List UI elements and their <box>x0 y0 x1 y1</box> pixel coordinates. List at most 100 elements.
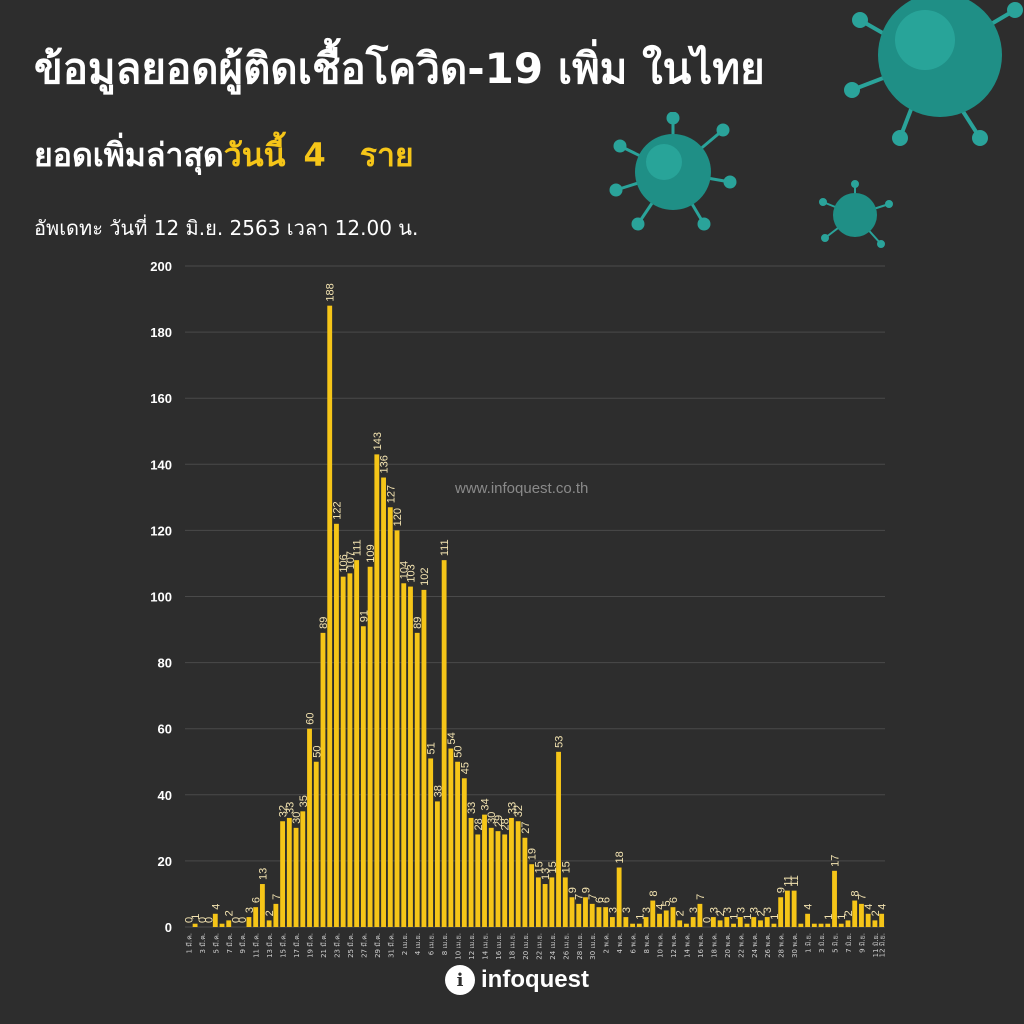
data-label: 32 <box>278 805 290 817</box>
bar <box>529 864 535 927</box>
bar <box>764 917 770 927</box>
data-label: 11 <box>789 875 801 886</box>
data-label: 28 <box>500 818 512 830</box>
data-label: 0 <box>204 917 216 923</box>
bar <box>401 583 407 927</box>
data-label: 9 <box>776 887 788 893</box>
bar <box>596 907 602 927</box>
bar <box>515 821 521 927</box>
data-label: 3 <box>244 907 256 913</box>
x-tick-label: 13 มี.ค. <box>266 933 274 958</box>
data-label: 3 <box>735 907 747 913</box>
data-label: 0 <box>197 917 209 923</box>
x-tick-label: 15 มี.ค. <box>280 933 288 958</box>
data-label: 0 <box>183 917 195 923</box>
x-tick-label: 14 เม.ย. <box>482 933 490 960</box>
x-tick-label: 5 มี.ค. <box>212 933 220 953</box>
bar <box>266 920 272 927</box>
bar <box>367 566 373 927</box>
data-label: 4 <box>210 904 222 910</box>
bar <box>636 923 642 927</box>
update-timestamp: อัพเดทะ วันที่ 12 มิ.ย. 2563 เวลา 12.00 … <box>34 216 419 240</box>
bar <box>737 917 743 927</box>
infoquest-logo: i infoquest <box>445 962 589 998</box>
x-tick-label: 22 พ.ค. <box>737 933 745 958</box>
data-label: 1 <box>729 914 741 920</box>
y-tick-label: 40 <box>158 788 172 803</box>
y-tick-label: 140 <box>150 457 172 472</box>
bar <box>428 758 434 927</box>
bar <box>697 903 703 927</box>
bar <box>556 751 561 927</box>
x-tick-label: 30 พ.ค. <box>791 933 799 958</box>
bar <box>307 728 312 927</box>
data-label: 6 <box>601 897 613 903</box>
bar <box>549 877 555 927</box>
x-tick-label: 4 พ.ค. <box>616 933 624 953</box>
data-label: 15 <box>547 861 559 873</box>
data-label: 6 <box>668 897 680 903</box>
bar <box>502 834 508 927</box>
data-label: 3 <box>621 907 633 913</box>
bar <box>744 923 750 927</box>
data-label: 3 <box>749 907 761 913</box>
bar <box>811 923 817 927</box>
bar <box>293 827 299 927</box>
x-tick-label: 8 เม.ย. <box>441 933 449 955</box>
bar <box>320 632 326 927</box>
data-label: 3 <box>708 907 720 913</box>
data-label: 8 <box>850 890 862 896</box>
data-label: 107 <box>345 551 357 569</box>
bar <box>354 560 360 927</box>
bar <box>421 589 427 927</box>
bars <box>192 305 885 927</box>
data-label: 111 <box>439 539 451 556</box>
bar <box>273 903 279 927</box>
y-tick-label: 20 <box>158 854 172 869</box>
bar <box>219 923 225 927</box>
data-label: 1 <box>823 914 835 920</box>
x-tick-label: 28 เม.ย. <box>576 933 584 960</box>
page-title: ข้อมูลยอดผู้ติดเชื้อโควิด-19 เพิ่ม ในไทย <box>34 44 765 93</box>
bar <box>650 900 656 927</box>
data-label: 1 <box>769 914 781 920</box>
bar <box>286 817 292 927</box>
bar <box>408 586 413 927</box>
y-tick-label: 120 <box>150 523 172 538</box>
x-tick-label: 19 มี.ค. <box>307 933 315 958</box>
subtitle-highlight: วันนี้ <box>223 136 286 174</box>
data-label: 103 <box>405 564 417 582</box>
data-label: 106 <box>338 554 350 572</box>
data-label: 120 <box>392 508 404 526</box>
x-axis-ticks: 1 มี.ค. 3 มี.ค. 5 มี.ค. 7 มี.ค. 9 มี.ค. 11 มี… <box>185 933 886 960</box>
data-label: 3 <box>722 907 734 913</box>
data-label: 7 <box>856 894 868 900</box>
data-label: 33 <box>284 802 296 814</box>
data-label: 15 <box>533 861 545 873</box>
x-tick-label: 18 พ.ค. <box>710 933 718 958</box>
data-label: 0 <box>702 917 714 923</box>
bar <box>710 917 716 927</box>
data-label: 28 <box>473 818 485 830</box>
bar <box>852 900 858 927</box>
bar <box>455 761 461 927</box>
bar <box>717 920 723 927</box>
data-label: 1 <box>634 914 646 920</box>
x-tick-label: 12 เม.ย. <box>468 933 476 960</box>
data-label: 11 <box>782 875 794 886</box>
x-tick-label: 20 พ.ค. <box>724 933 732 958</box>
bar <box>677 920 683 927</box>
data-label: 4 <box>803 904 815 910</box>
bar <box>838 923 844 927</box>
bar <box>226 920 232 927</box>
x-tick-label: 26 พ.ค. <box>764 933 772 958</box>
data-label: 3 <box>688 907 700 913</box>
data-label: 1 <box>190 914 202 920</box>
x-tick-label: 16 เม.ย. <box>495 933 503 960</box>
data-label: 6 <box>251 897 263 903</box>
latest-count: 4 <box>303 136 326 174</box>
data-label: 6 <box>594 897 606 903</box>
data-label: 4 <box>877 904 889 910</box>
bar <box>347 573 353 927</box>
